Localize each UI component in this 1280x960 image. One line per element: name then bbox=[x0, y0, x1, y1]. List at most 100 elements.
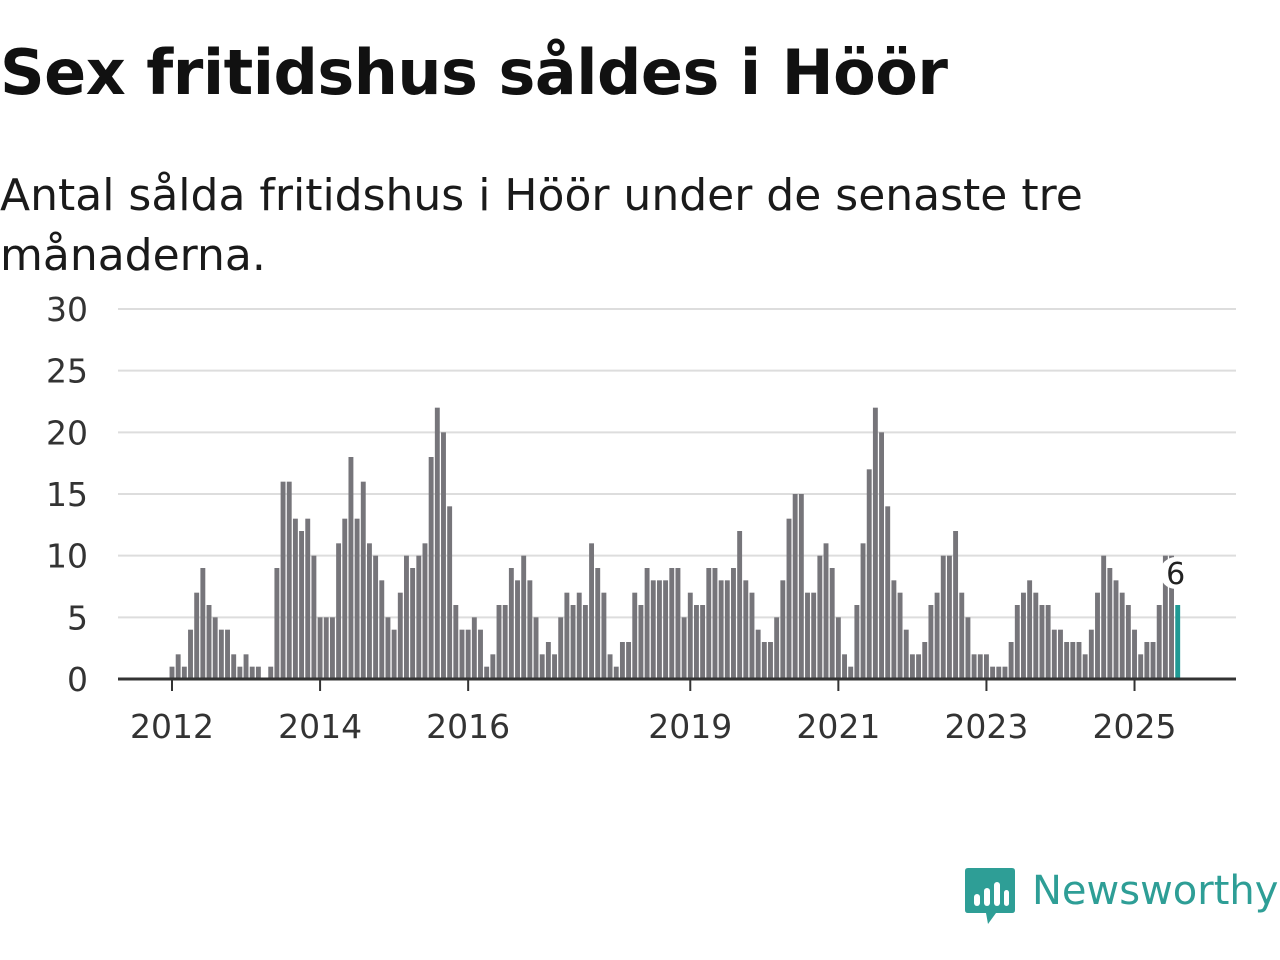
bar bbox=[1125, 605, 1131, 679]
bar bbox=[1051, 629, 1057, 679]
bar bbox=[558, 617, 564, 679]
bar-highlight bbox=[1175, 605, 1181, 679]
bar bbox=[323, 617, 329, 679]
bar bbox=[354, 518, 360, 679]
bar bbox=[607, 654, 613, 679]
bar bbox=[1014, 605, 1020, 679]
bar bbox=[946, 555, 952, 679]
bar bbox=[299, 531, 305, 679]
bar bbox=[706, 568, 712, 679]
bar bbox=[977, 654, 983, 679]
bar bbox=[447, 506, 453, 679]
y-tick-label: 5 bbox=[67, 598, 88, 637]
chart-subtitle: Antal sålda fritidshus i Höör under de s… bbox=[0, 170, 1083, 281]
bar bbox=[1150, 642, 1156, 679]
bar bbox=[422, 543, 428, 679]
value-label-halo bbox=[1159, 557, 1192, 589]
bar bbox=[373, 555, 379, 679]
bar bbox=[971, 654, 977, 679]
bar bbox=[681, 617, 687, 679]
bar bbox=[1021, 592, 1026, 679]
bar bbox=[644, 568, 650, 679]
bar bbox=[391, 629, 397, 679]
bar bbox=[879, 432, 884, 679]
newsworthy-chart-bubble-icon bbox=[965, 868, 1015, 924]
bar bbox=[434, 407, 440, 679]
bar bbox=[909, 654, 915, 679]
bar bbox=[1070, 642, 1076, 679]
bar bbox=[990, 666, 996, 679]
bar bbox=[582, 605, 588, 679]
brand-name: Newsworthy bbox=[1032, 868, 1279, 914]
bar bbox=[903, 629, 909, 679]
bar bbox=[231, 654, 237, 679]
bar bbox=[200, 568, 206, 679]
bar bbox=[397, 592, 403, 679]
bar bbox=[342, 518, 348, 679]
bar bbox=[922, 642, 928, 679]
bar bbox=[379, 580, 385, 679]
bar bbox=[848, 666, 854, 679]
bar bbox=[1113, 580, 1119, 679]
bar bbox=[749, 592, 755, 679]
bar bbox=[521, 555, 527, 679]
bar bbox=[829, 568, 835, 679]
bar bbox=[305, 518, 311, 679]
x-tick-label: 2014 bbox=[278, 707, 362, 746]
bar bbox=[169, 666, 175, 679]
x-tick-label: 2019 bbox=[648, 707, 732, 746]
bar bbox=[552, 654, 557, 679]
bar bbox=[317, 617, 323, 679]
bar bbox=[410, 568, 416, 679]
bar bbox=[891, 580, 897, 679]
bar bbox=[206, 605, 212, 679]
bar bbox=[1107, 568, 1113, 679]
bar bbox=[595, 568, 601, 679]
bar bbox=[601, 592, 607, 679]
bar bbox=[280, 481, 286, 679]
bar bbox=[441, 432, 446, 679]
bar bbox=[274, 568, 280, 679]
bar bbox=[1095, 592, 1100, 679]
bar bbox=[774, 617, 780, 679]
x-tick-label: 2021 bbox=[796, 707, 880, 746]
bar bbox=[545, 642, 551, 679]
bar bbox=[872, 407, 878, 679]
bar bbox=[656, 580, 662, 679]
bar bbox=[1156, 605, 1162, 679]
bar bbox=[626, 642, 632, 679]
bar bbox=[286, 481, 292, 679]
bar bbox=[1101, 555, 1107, 679]
bar bbox=[755, 629, 761, 679]
bar bbox=[737, 531, 743, 679]
bar bbox=[366, 543, 372, 679]
bar bbox=[1119, 592, 1125, 679]
x-tick-label: 2025 bbox=[1093, 707, 1177, 746]
y-tick-label: 15 bbox=[46, 475, 88, 514]
bar bbox=[533, 617, 539, 679]
bar bbox=[496, 605, 502, 679]
bar bbox=[842, 654, 847, 679]
bar bbox=[268, 666, 274, 679]
bar bbox=[336, 543, 342, 679]
bar bbox=[1045, 605, 1051, 679]
bar bbox=[589, 543, 595, 679]
bar bbox=[953, 531, 959, 679]
bar bbox=[471, 617, 477, 679]
bar bbox=[934, 592, 940, 679]
bar bbox=[650, 580, 656, 679]
x-tick-label: 2012 bbox=[130, 707, 214, 746]
bar bbox=[527, 580, 533, 679]
bar bbox=[348, 457, 354, 679]
bar bbox=[428, 457, 434, 679]
bar bbox=[212, 617, 218, 679]
bar bbox=[1027, 580, 1033, 679]
bar bbox=[792, 494, 798, 679]
bar bbox=[1082, 654, 1088, 679]
bar bbox=[311, 555, 317, 679]
bar bbox=[885, 506, 891, 679]
bar bbox=[570, 605, 576, 679]
newsworthy-logo: Newsworthy bbox=[964, 866, 1278, 926]
bar bbox=[724, 580, 730, 679]
bar bbox=[1002, 666, 1008, 679]
